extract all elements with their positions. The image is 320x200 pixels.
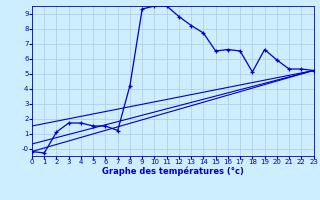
X-axis label: Graphe des températures (°c): Graphe des températures (°c) [102, 167, 244, 176]
